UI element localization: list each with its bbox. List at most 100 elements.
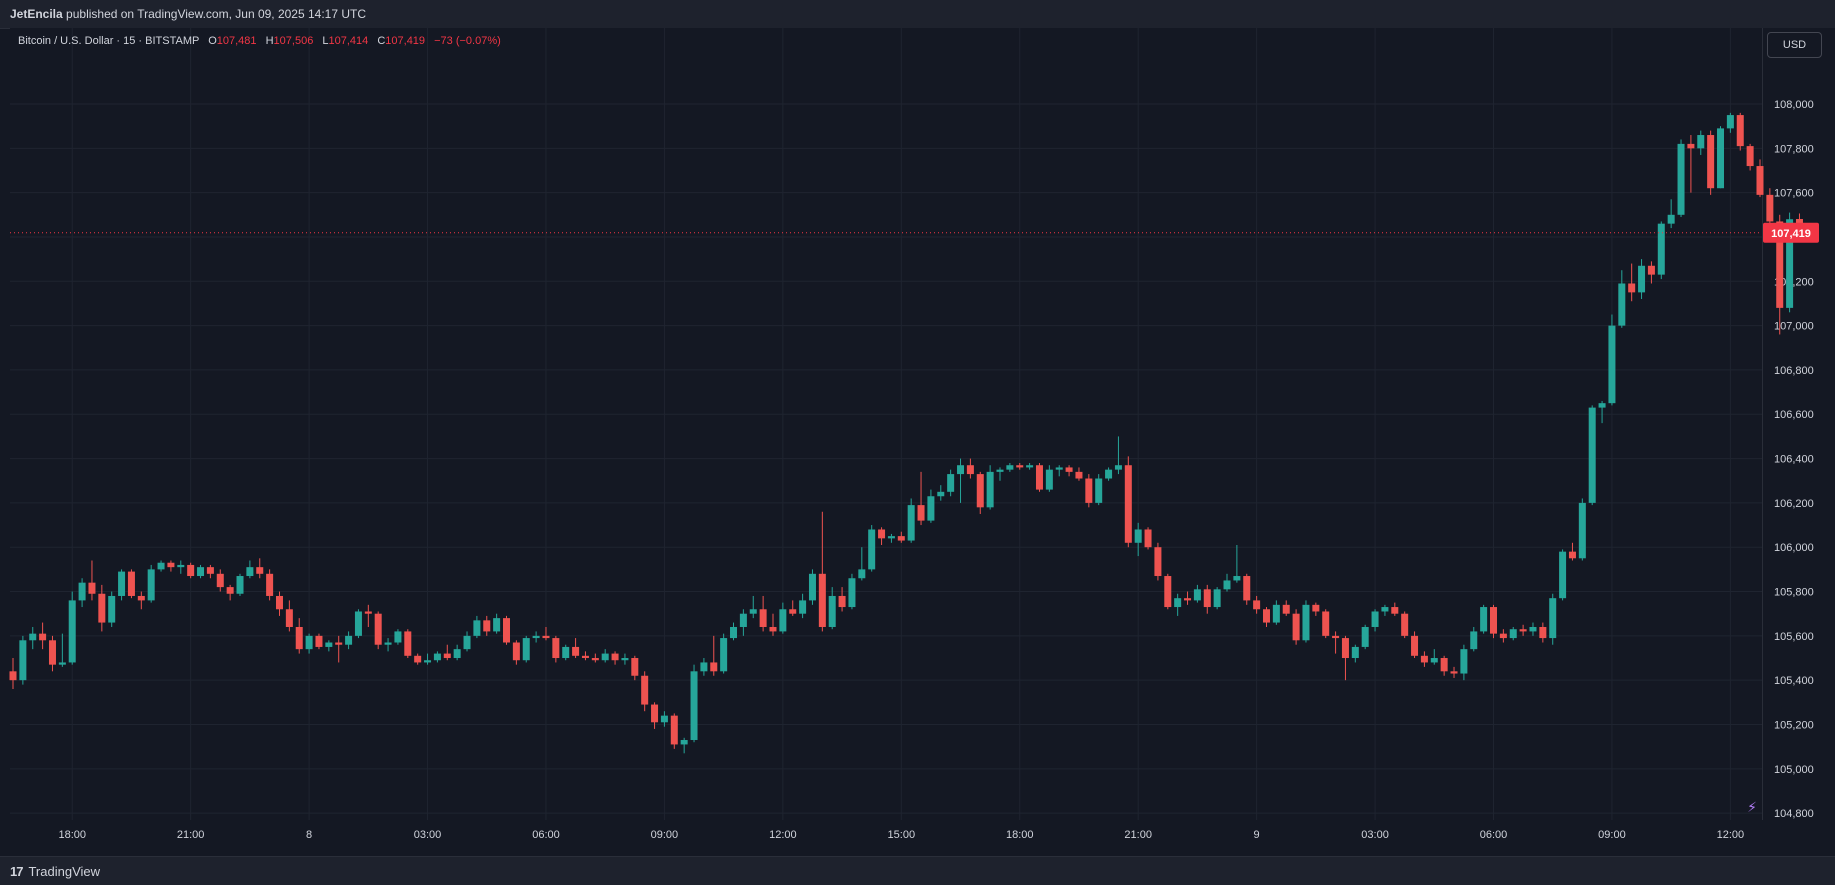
x-tick-label: 21:00 — [177, 829, 205, 841]
candle-body — [1657, 223, 1665, 275]
candle-body — [660, 715, 668, 723]
candle-body — [947, 474, 955, 492]
candle-body — [206, 567, 214, 574]
candle-body — [986, 471, 994, 508]
candle-body — [522, 638, 530, 661]
candle-body — [749, 609, 757, 614]
candle-body — [98, 593, 106, 623]
lightning-icon[interactable]: ⚡ — [1747, 799, 1757, 815]
y-tick-label: 106,600 — [1774, 409, 1814, 421]
candle-body — [858, 569, 866, 579]
y-tick-label: 105,600 — [1774, 631, 1814, 643]
candle-body — [463, 635, 471, 650]
candle-body — [157, 562, 165, 570]
candle-body — [1480, 607, 1488, 632]
candle-body — [19, 640, 27, 681]
candle-body — [1282, 604, 1290, 614]
candle-body — [1341, 638, 1349, 659]
candle-body — [78, 582, 86, 601]
candle-body — [177, 564, 185, 568]
price-axis[interactable] — [1762, 28, 1835, 820]
low-value: 107,414 — [328, 35, 369, 47]
candle-body — [1095, 478, 1103, 503]
brand-name: TradingView — [28, 864, 101, 879]
candle-body — [1164, 576, 1172, 608]
candle-body — [710, 662, 718, 672]
candle-body — [848, 578, 856, 608]
candle-body — [1302, 604, 1310, 641]
candle-body — [1174, 598, 1182, 608]
y-tick-label: 107,200 — [1774, 276, 1814, 288]
candle-body — [1776, 221, 1784, 308]
candle-body — [1608, 325, 1616, 404]
candle-body — [187, 564, 195, 577]
candle-body — [345, 635, 353, 645]
candle-body — [631, 658, 639, 676]
low-label: L — [322, 35, 329, 47]
open-value: 107,481 — [216, 35, 257, 47]
candle-body — [601, 653, 609, 661]
candle-body — [1154, 547, 1162, 577]
candle-body — [1223, 580, 1231, 590]
candle-body — [305, 635, 313, 650]
candle-body — [88, 582, 96, 594]
ohlc-legend: Bitcoin / U.S. Dollar · 15 · BITSTAMP O1… — [18, 35, 501, 47]
candle-body — [315, 635, 323, 647]
candle-body — [424, 660, 432, 663]
footer-bar: 17 TradingView — [0, 856, 1835, 885]
candle-body — [1292, 613, 1300, 641]
candle-body — [1272, 604, 1280, 623]
author-name[interactable]: JetEncila — [10, 7, 63, 21]
candle-body — [1677, 143, 1685, 215]
symbol-label[interactable]: Bitcoin / U.S. Dollar · 15 · BITSTAMP — [18, 35, 200, 47]
candle-body — [996, 469, 1004, 472]
candle-body — [1529, 626, 1537, 632]
candle-body — [167, 562, 175, 568]
y-tick-label: 105,000 — [1774, 764, 1814, 776]
candle-body — [384, 642, 392, 645]
candle-body — [957, 465, 965, 475]
candle-body — [1509, 629, 1517, 639]
candle-body — [927, 496, 935, 521]
candle-body — [1124, 465, 1132, 543]
publish-info: JetEncila published on TradingView.com, … — [10, 7, 366, 21]
candle-body — [562, 646, 570, 659]
candle-body — [1253, 600, 1261, 610]
x-tick-label: 18:00 — [1006, 829, 1034, 841]
y-tick-label: 106,200 — [1774, 498, 1814, 510]
candle-body — [137, 595, 145, 601]
candle-body — [1411, 635, 1419, 656]
candle-body — [1568, 551, 1576, 559]
candle-body — [483, 620, 491, 632]
candle-body — [48, 640, 56, 665]
candle-body — [325, 642, 333, 647]
candle-body — [374, 613, 382, 645]
chart-area[interactable] — [10, 28, 1762, 820]
candle-body — [246, 567, 254, 577]
candle-body — [1766, 194, 1774, 222]
candle-body — [1401, 613, 1409, 636]
candle-body — [1035, 465, 1043, 490]
candle-body — [147, 569, 155, 601]
candle-body — [1578, 502, 1586, 559]
x-tick-label: 15:00 — [888, 829, 916, 841]
candle-body — [1203, 589, 1211, 608]
candle-body — [1786, 219, 1794, 308]
candle-body — [404, 631, 412, 656]
candle-body — [1687, 143, 1695, 149]
candle-body — [58, 662, 66, 665]
candle-body — [759, 609, 767, 627]
candle-body — [197, 567, 205, 577]
candle-body — [838, 595, 846, 608]
y-tick-label: 104,800 — [1774, 808, 1814, 820]
candle-body — [1618, 283, 1626, 326]
candle-body — [285, 609, 293, 627]
candle-body — [907, 505, 915, 541]
currency-button[interactable]: USD — [1767, 32, 1822, 58]
candle-body — [1470, 631, 1478, 650]
x-tick-label: 09:00 — [651, 829, 679, 841]
candle-body — [1499, 633, 1507, 639]
close-label: C — [377, 35, 386, 47]
tradingview-brand[interactable]: 17 TradingView — [10, 864, 100, 879]
